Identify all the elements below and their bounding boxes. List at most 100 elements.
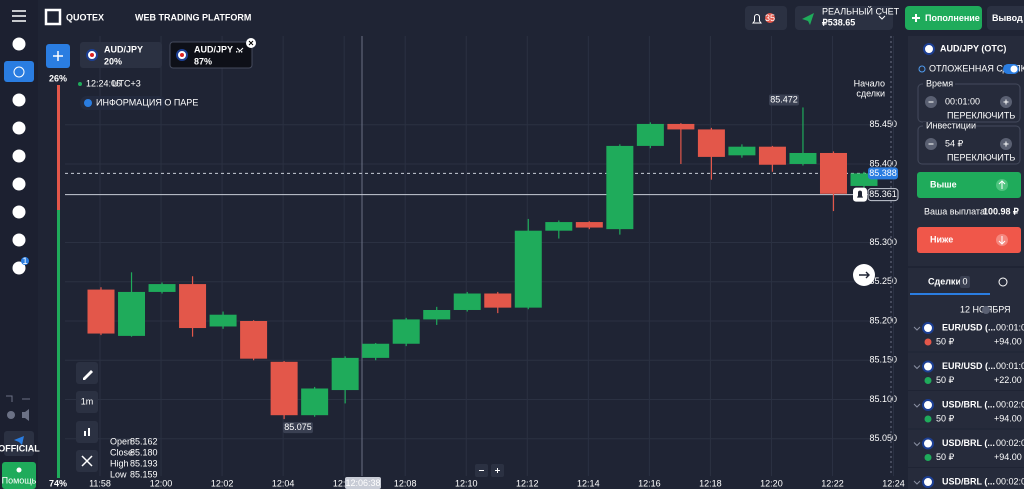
- sidebar-icon[interactable]: [12, 233, 26, 247]
- notification-count: 35: [765, 13, 775, 23]
- candle-body: [118, 291, 146, 336]
- sidebar-icon[interactable]: [12, 149, 26, 163]
- x-icon: [248, 40, 254, 46]
- time-value: 00:01:00: [945, 96, 980, 106]
- deposit-button[interactable]: [905, 6, 982, 30]
- menu-icon[interactable]: [12, 10, 26, 22]
- trade-pair: USD/BRL (...: [942, 476, 995, 486]
- sidebar-icon[interactable]: [12, 205, 26, 219]
- tool-button[interactable]: [76, 421, 98, 443]
- live-dot: [78, 82, 82, 86]
- candle-body: [606, 145, 634, 230]
- sidebar-icon[interactable]: [12, 177, 26, 191]
- sidebar-icon[interactable]: [12, 37, 26, 51]
- sentiment-up: [57, 210, 60, 478]
- trade-amount: 50 ₽: [936, 413, 955, 423]
- logo-subtitle: WEB TRADING PLATFORM: [135, 12, 251, 22]
- info-pill[interactable]: [80, 96, 166, 110]
- sentiment-down: [57, 85, 60, 210]
- tool-button[interactable]: [76, 362, 98, 384]
- y-tick-label: 85.050: [869, 433, 897, 443]
- down-button[interactable]: [917, 227, 1021, 253]
- direction-icon: [924, 454, 932, 461]
- deal-start-label: Начало: [854, 78, 885, 88]
- candle-body: [209, 314, 237, 327]
- tab-payout: 20%: [104, 56, 122, 66]
- help-dot: [16, 467, 22, 473]
- trade-time: 00:02:00: [996, 438, 1024, 448]
- sidebar-icon[interactable]: [12, 261, 26, 275]
- sidebar-badge: 1: [22, 256, 27, 266]
- plus: [1003, 141, 1009, 147]
- trade-amount: 50 ₽: [936, 452, 955, 462]
- pencil-icon: [83, 370, 93, 380]
- row-chevron: [913, 480, 921, 485]
- help-button[interactable]: [2, 462, 36, 489]
- invest-value: 54 ₽: [945, 138, 964, 148]
- down-arrow: [998, 236, 1006, 245]
- account-icon: [802, 13, 814, 25]
- candle-body: [392, 319, 420, 344]
- up-button[interactable]: [917, 172, 1021, 198]
- crosshair-label-bg: [345, 477, 381, 489]
- asset-tab[interactable]: [80, 42, 162, 68]
- panel-pair: AUD/JPY (OTC): [940, 43, 1006, 53]
- trades-tab[interactable]: Сделки: [928, 276, 961, 286]
- account-button[interactable]: [795, 6, 893, 30]
- notification-badge: [765, 13, 775, 23]
- tool-button[interactable]: [76, 391, 98, 413]
- deposit-label: Пополнение: [925, 13, 980, 23]
- sidebar-icon[interactable]: [12, 121, 26, 135]
- sound-icon: [22, 409, 29, 421]
- info-icon: [84, 99, 92, 107]
- candle-body: [728, 146, 756, 156]
- candle-body: [362, 343, 390, 358]
- chart-type-icon: [84, 428, 90, 436]
- candle-body: [423, 309, 451, 320]
- x-tick-label: 12:12: [516, 478, 539, 488]
- trade-result: +22.00 ₽: [994, 375, 1024, 385]
- switch-link: ПЕРЕКЛЮЧИТЬ: [947, 110, 1015, 120]
- payout-value: 100.98 ₽: [983, 206, 1019, 216]
- x-tick-label: 12:00: [150, 478, 173, 488]
- down-label: Ниже: [930, 234, 953, 244]
- sidebar-icon[interactable]: [12, 93, 26, 107]
- bell-icon: [857, 190, 863, 198]
- switch-link: ПЕРЕКЛЮЧИТЬ: [947, 152, 1015, 162]
- ohlc-label: Open: [110, 436, 132, 446]
- timeframe-button: 1m: [81, 396, 94, 406]
- plus-icon: [495, 468, 500, 473]
- flag-dot: [180, 53, 184, 57]
- withdraw-button[interactable]: [987, 6, 1024, 30]
- help-badge: [982, 306, 990, 314]
- tab-chevron: [236, 47, 244, 52]
- sidebar-icon[interactable]: [13, 66, 25, 78]
- trade-amount: 50 ₽: [936, 375, 955, 385]
- up-label: Выше: [930, 179, 957, 189]
- candle-body: [301, 388, 329, 416]
- official-badge[interactable]: [4, 431, 34, 456]
- direction-icon: [924, 415, 932, 423]
- row-chevron: [913, 326, 921, 331]
- y-tick-label: 85.100: [869, 394, 897, 404]
- row-chevron: [913, 403, 921, 408]
- trade-pair: USD/BRL (...: [942, 438, 995, 448]
- arrow-icon: [859, 271, 870, 279]
- x-tick-label: 12:18: [699, 478, 722, 488]
- legend-gap: [923, 80, 955, 88]
- trades-count: 0: [962, 276, 967, 286]
- ohlc-value: 85.162: [130, 436, 158, 446]
- deal-start-label: сделки: [856, 88, 885, 98]
- y-tick-label: 85.250: [869, 276, 897, 286]
- history-icon[interactable]: [998, 277, 1008, 287]
- candle-body: [789, 152, 817, 164]
- trade-result: +94.00 ₽: [994, 452, 1024, 462]
- asset-tab[interactable]: [169, 41, 253, 69]
- timezone: UTC+3: [112, 78, 141, 88]
- flag: [922, 399, 934, 411]
- clock-icon: [918, 65, 926, 73]
- help-label: Помощь: [2, 475, 37, 485]
- flag: [922, 360, 934, 373]
